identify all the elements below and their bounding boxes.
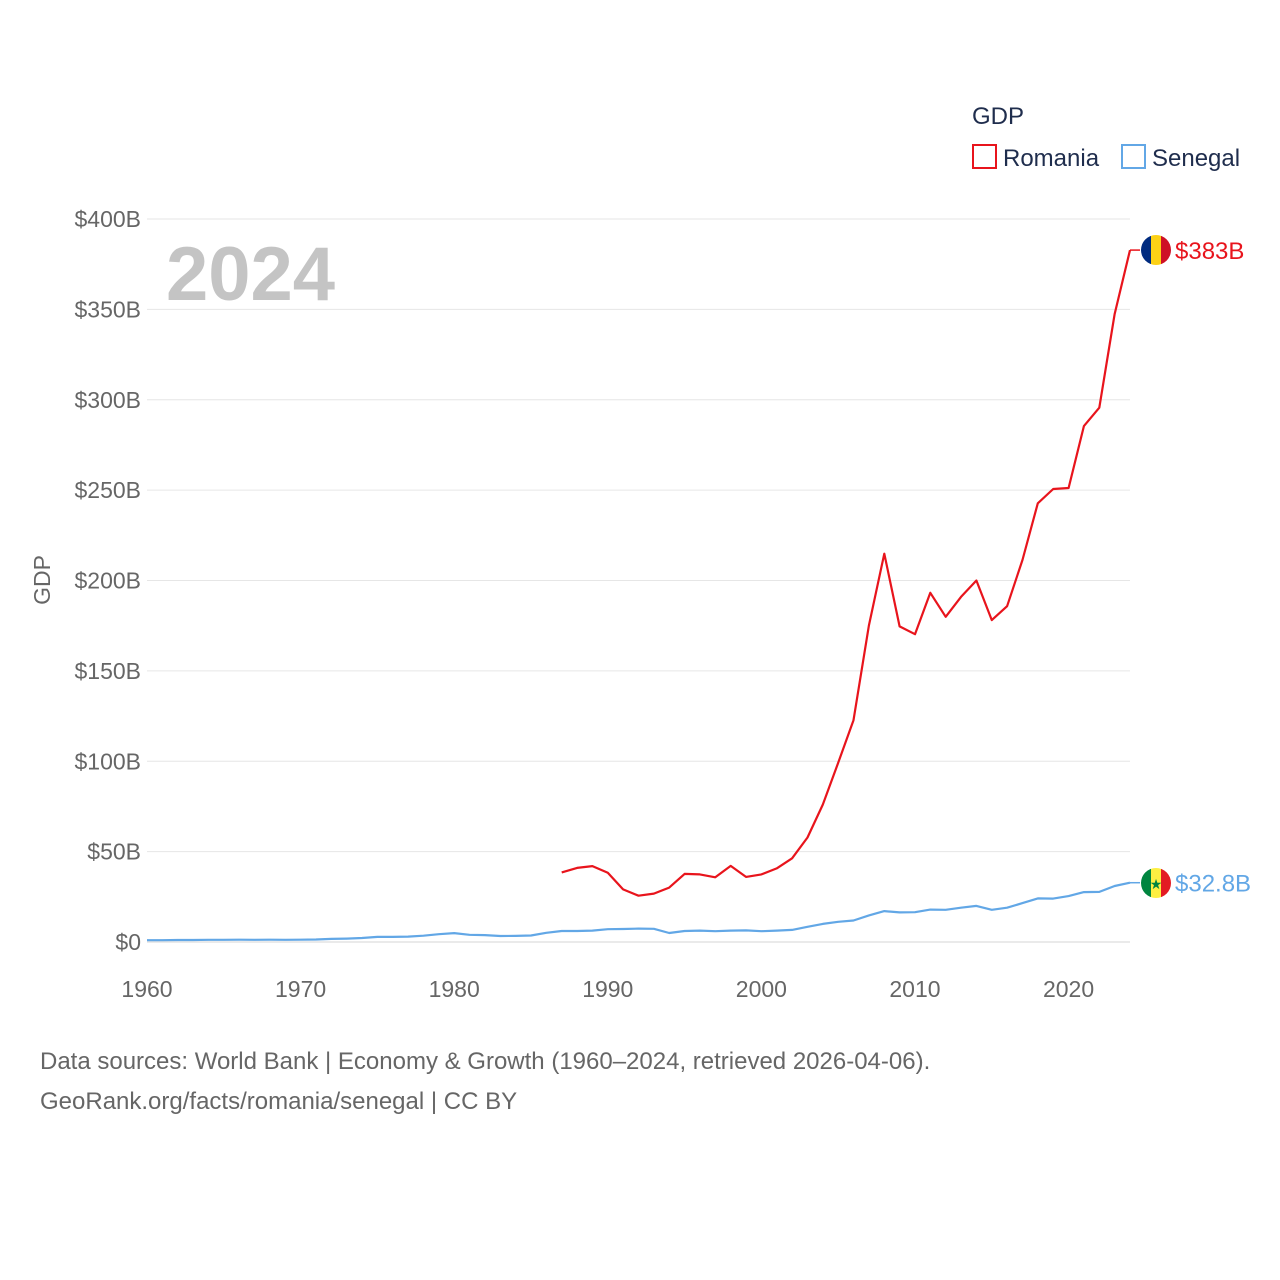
- series-layer: [147, 249, 1140, 942]
- legend-label-senegal: Senegal: [1152, 145, 1240, 172]
- x-tick-label: 1990: [582, 976, 633, 1002]
- x-tick-label: 1980: [429, 976, 480, 1002]
- end-label-senegal: $32.8B: [1175, 871, 1251, 898]
- senegal-flag-icon: ★: [1141, 868, 1171, 898]
- y-axis: $0 $50B $100B $150B $200B $250B $300B $350B $400…: [74, 206, 141, 955]
- y-tick-label: $50B: [87, 839, 141, 865]
- x-tick-label: 2010: [889, 976, 940, 1002]
- legend-item-senegal[interactable]: Senegal: [1121, 144, 1240, 172]
- x-tick-label: 1970: [275, 976, 326, 1002]
- year-label: 2024: [166, 232, 335, 317]
- svg-text:★: ★: [1150, 877, 1163, 893]
- y-tick-label: $0: [115, 929, 141, 955]
- grid-lines: [147, 218, 1130, 943]
- y-tick-label: $250B: [74, 477, 141, 503]
- attribution-link[interactable]: GeoRank.org/facts/romania/senegal | CC B…: [40, 1088, 518, 1115]
- data-sources-text: Data sources: World Bank | Economy & Gro…: [40, 1048, 931, 1075]
- x-axis: 1960 1970 1980 1990 2000 2010 2020: [121, 976, 1094, 1002]
- legend-title: GDP: [972, 103, 1024, 130]
- y-tick-label: $100B: [74, 748, 141, 774]
- gdp-line-chart: $0 $50B $100B $150B $200B $250B $300B $350B $400…: [29, 103, 1251, 1002]
- y-tick-label: $150B: [74, 658, 141, 684]
- legend-swatch-senegal: [1121, 144, 1146, 169]
- x-tick-label: 2000: [736, 976, 787, 1002]
- x-tick-label: 2020: [1043, 976, 1094, 1002]
- legend: GDP Romania Senegal: [972, 103, 1240, 172]
- y-tick-label: $300B: [74, 387, 141, 413]
- x-tick-label: 1960: [121, 976, 172, 1002]
- footer: Data sources: World Bank | Economy & Gro…: [40, 1042, 1240, 1122]
- legend-item-romania[interactable]: Romania: [972, 144, 1100, 172]
- romania-flag-icon: [1141, 235, 1171, 265]
- y-tick-label: $200B: [74, 568, 141, 594]
- end-labels: $383B $32.8B: [1175, 238, 1251, 898]
- legend-label-romania: Romania: [1003, 145, 1100, 172]
- series-line-senegal[interactable]: [147, 881, 1131, 942]
- y-axis-title: GDP: [29, 555, 55, 605]
- y-tick-label: $400B: [74, 206, 141, 232]
- end-label-romania: $383B: [1175, 238, 1244, 265]
- series-line-romania[interactable]: [561, 249, 1132, 897]
- y-tick-label: $350B: [74, 296, 141, 322]
- legend-swatch-romania: [972, 144, 997, 169]
